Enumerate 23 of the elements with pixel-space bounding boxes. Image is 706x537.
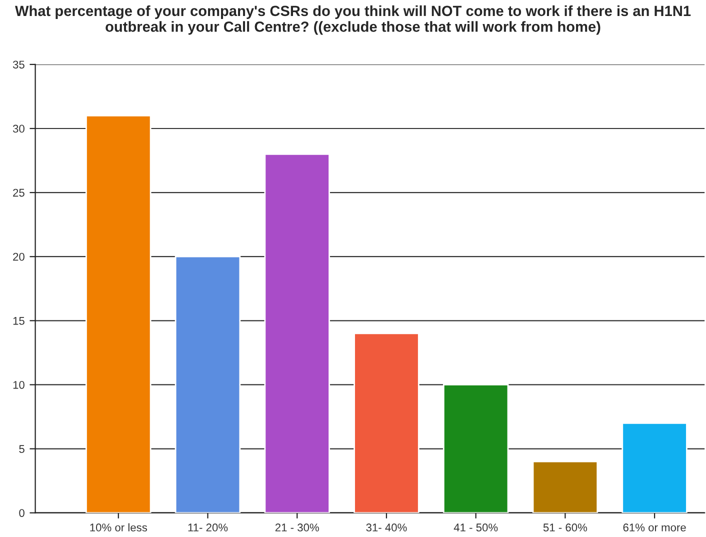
y-tick-label: 0 xyxy=(19,509,24,517)
bar xyxy=(86,114,152,513)
bar xyxy=(264,153,330,513)
bar xyxy=(174,256,241,513)
bar xyxy=(622,422,688,513)
y-tick-label: 10 xyxy=(13,380,24,389)
y-tick-label: 5 xyxy=(19,445,24,453)
y-tick-label: 20 xyxy=(13,252,24,261)
x-tick-label: 10% or less xyxy=(90,523,148,532)
x-tick-label: 31- 40% xyxy=(366,524,407,532)
bar xyxy=(532,460,598,513)
x-tick-label: 21 - 30% xyxy=(275,524,319,532)
y-tick-label: 30 xyxy=(12,124,24,133)
x-tick-label: 61% or more xyxy=(623,524,686,532)
y-tick-label: 25 xyxy=(13,188,24,197)
x-tick-label: 11- 20% xyxy=(188,524,228,532)
bar xyxy=(354,332,420,513)
x-tick-label: 41 - 50% xyxy=(454,524,498,532)
y-tick-label: 15 xyxy=(13,317,24,325)
x-tick-label: 51 - 60% xyxy=(543,524,588,532)
bar xyxy=(442,384,509,513)
y-tick-label: 35 xyxy=(12,60,24,69)
chart-title: What percentage of your company's CSRs do you think will NOT come to work if there is an H1N1 outbreak in your Call Centre? ((exclude those that will work from home) xyxy=(15,5,691,35)
